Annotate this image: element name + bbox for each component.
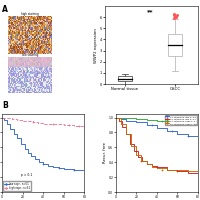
Point [78,124,81,127]
Y-axis label: Recur. free: Recur. free [103,142,107,163]
Point [160,119,164,122]
Point [150,123,153,127]
Point [186,135,189,138]
Point [42,162,45,165]
Legend: T1-T2/WWP2-low n=23, T3-T4/WWP2-low n=27, T1-T2/WWP2-high n=4, T3-T4/WWP2-high n: T1-T2/WWP2-low n=23, T3-T4/WWP2-low n=27… [165,115,197,125]
Point [171,129,174,133]
Point [135,149,138,153]
Point [155,166,158,169]
Point [160,168,164,171]
Point [176,170,179,173]
Point [52,123,55,126]
Text: A: A [2,5,8,14]
Point [57,167,60,170]
Point [72,168,76,171]
Point [140,159,143,162]
Text: **: ** [147,9,153,14]
Legend: low expr., n=51, high expr., n=51: low expr., n=51, high expr., n=51 [3,181,31,191]
Bar [168,34,182,56]
Y-axis label: WWP2 expression: WWP2 expression [94,28,98,63]
Title: low staining: low staining [22,53,38,57]
Title: high staining: high staining [21,12,39,16]
Text: B: B [2,101,8,110]
Point [31,120,34,124]
Bar [118,76,132,81]
Text: p = 0.1: p = 0.1 [21,173,32,177]
Point [67,123,71,127]
Point [181,120,184,124]
